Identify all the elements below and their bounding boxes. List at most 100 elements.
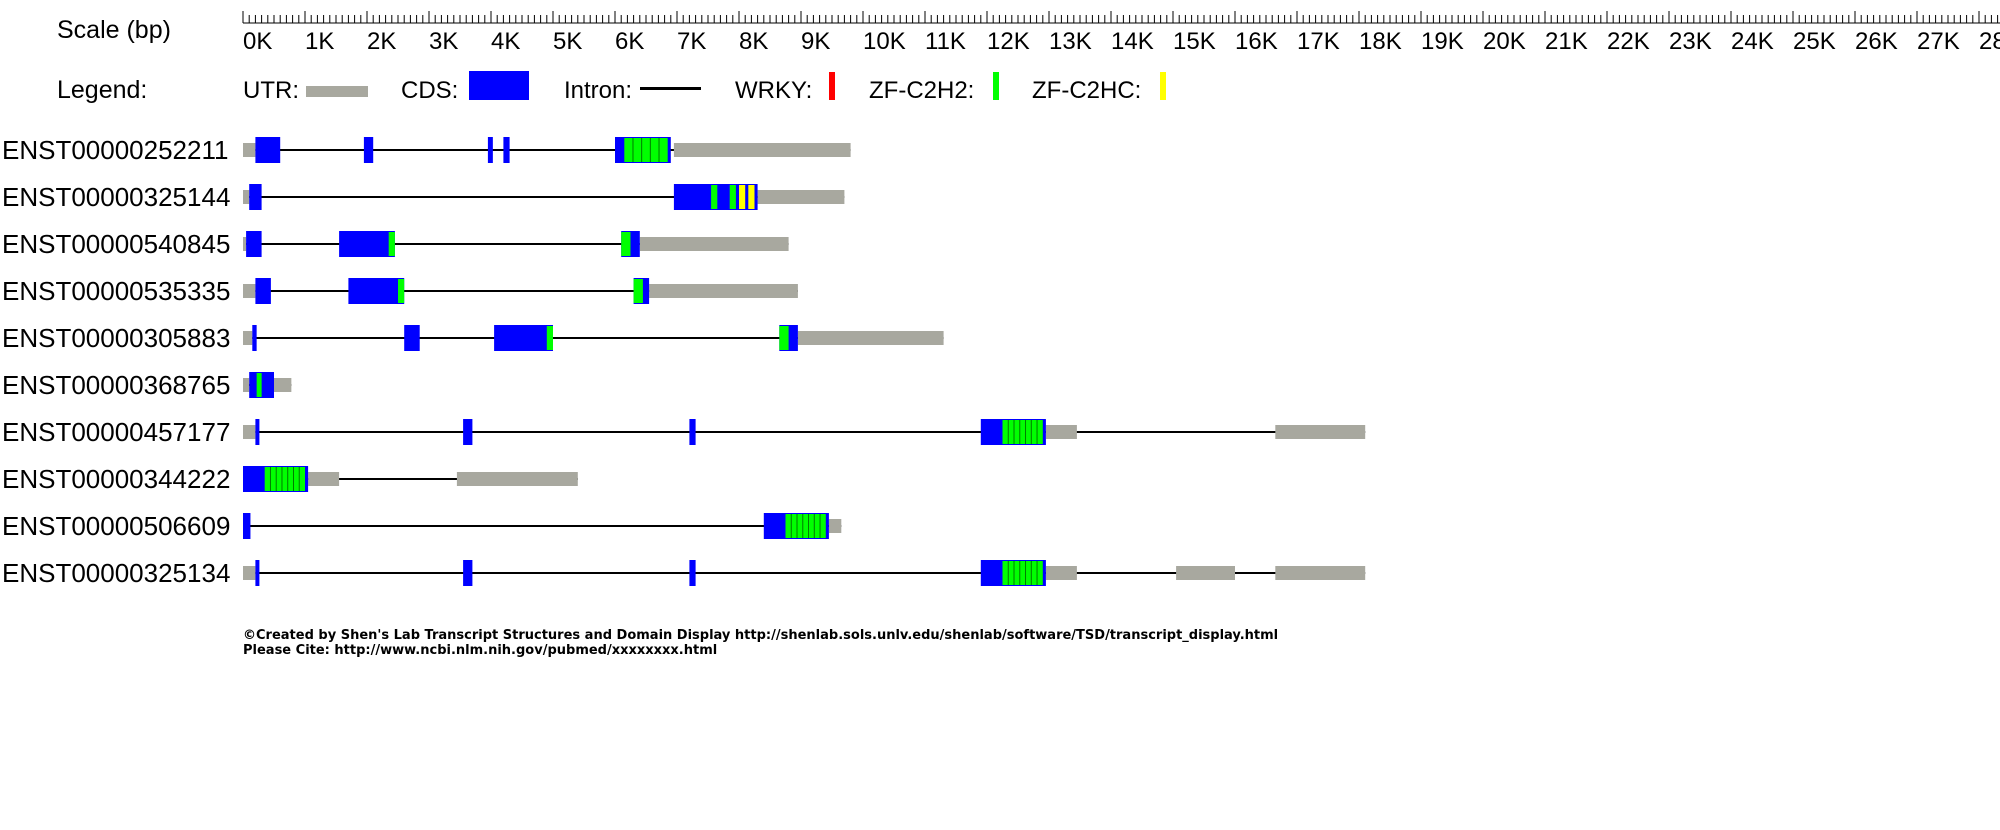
zf-c2h2-domain [729,185,736,209]
legend-zf-c2h2-swatch [993,72,999,100]
utr-block [243,425,256,439]
cds-block [463,419,473,445]
zf-c2h2-domain [621,232,631,256]
cds-block [255,278,271,304]
ruler-tick-label: 12K [987,28,1030,55]
legend-intron-label: Intron: [564,77,632,104]
ruler-tick-label: 27K [1917,28,1960,55]
utr-block [828,519,842,533]
ruler-tick-label: 23K [1669,28,1712,55]
cds-block [339,231,395,257]
ruler-tick-label: 26K [1855,28,1898,55]
transcript-id-label: ENST00000325144 [2,182,230,212]
utr-block [243,190,250,204]
utr-block [308,472,340,486]
utr-block [757,190,845,204]
ruler-tick-label: 5K [553,28,582,55]
utr-block [1275,425,1366,439]
scale-label: Scale (bp) [57,16,171,44]
ruler-tick-label: 8K [739,28,768,55]
transcript-id-label: ENST00000252211 [2,135,228,165]
utr-block [639,237,789,251]
utr-block [1176,566,1235,580]
ruler-tick-label: 2K [367,28,396,55]
legend-zf-c2hc-swatch [1160,72,1166,100]
ruler-tick-label: 9K [801,28,830,55]
transcript-row: ENST00000457177 [2,417,1366,447]
zf-c2h2-domain [624,138,668,162]
ruler-tick-label: 21K [1545,28,1588,55]
zf-c2h2-domain [388,232,395,256]
ruler-tick-label: 3K [429,28,458,55]
ruler-tick-label: 22K [1607,28,1650,55]
zf-c2h2-domain [264,467,305,491]
zf-c2h2-domain [398,279,405,303]
cds-block [363,137,374,163]
ruler-tick-label: 19K [1421,28,1464,55]
legend-cds-label: CDS: [401,77,458,104]
ruler-tick-label: 13K [1049,28,1092,55]
transcript-id-label: ENST00000535335 [2,276,230,306]
transcript-id-label: ENST00000325134 [2,558,230,588]
ruler-tick-label: 15K [1173,28,1216,55]
transcript-row: ENST00000368765 [2,370,292,400]
legend-zf-c2hc-label: ZF-C2HC: [1032,77,1141,104]
ruler-tick-label: 6K [615,28,644,55]
cds-block [494,325,553,351]
cds-block [404,325,420,351]
transcript-id-label: ENST00000344222 [2,464,230,494]
legend-utr-label: UTR: [243,77,299,104]
zf-c2hc-domain [748,185,755,209]
cds-block [255,137,281,163]
cds-block [487,137,493,163]
legend-label: Legend: [57,76,147,104]
zf-c2h2-domain [779,326,789,350]
transcript-row: ENST00000540845 [2,229,789,259]
zf-c2h2-domain [633,279,643,303]
ruler-tick-label: 4K [491,28,520,55]
ruler-tick-label: 28K [1979,28,2000,55]
zf-c2h2-domain [785,514,826,538]
ruler-tick-label: 25K [1793,28,1836,55]
utr-block [797,331,944,345]
utr-block [1045,425,1077,439]
transcript-row: ENST00000252211 [2,135,851,165]
utr-block [274,378,292,392]
utr-block [673,143,851,157]
transcript-row: ENST00000535335 [2,276,798,306]
cds-block [249,184,262,210]
cds-block [255,560,260,586]
utr-block [243,143,256,157]
ruler-tick-label: 17K [1297,28,1340,55]
transcript-id-label: ENST00000506609 [2,511,230,541]
legend-cds-swatch [469,71,529,100]
cds-block [503,137,510,163]
cds-block [689,560,696,586]
ruler-tick-label: 14K [1111,28,1154,55]
scale-ruler: 0K 1K 2K 3K 4K 5K 6K 7K 8K 9K 10K 11K 12K 13K 14K 15K 16… [242,11,2000,55]
ruler-tick-label: 20K [1483,28,1526,55]
cds-block [243,513,251,539]
transcript-row: ENST00000305883 [2,323,944,353]
ruler-tick-label: 11K [925,28,966,55]
cds-block [348,278,405,304]
utr-block [1275,566,1366,580]
transcript-id-label: ENST00000540845 [2,229,230,259]
utr-block [243,237,247,251]
ruler-tick-label: 16K [1235,28,1278,55]
zf-c2hc-domain [739,185,746,209]
ruler-tick-label: 0K [243,28,272,55]
cds-block [246,231,262,257]
footer-citation: Please Cite: http://www.ncbi.nlm.nih.gov… [243,643,717,658]
ruler-tick-label: 18K [1359,28,1402,55]
ruler-tick-label: 1K [305,28,334,55]
ruler-tick-label: 7K [677,28,706,55]
utr-block [243,378,250,392]
cds-block [252,325,257,351]
legend-wrky-swatch [829,72,835,100]
legend-utr-swatch [306,86,368,97]
utr-block [243,331,253,345]
zf-c2h2-domain [1002,420,1043,444]
utr-block [1045,566,1077,580]
ruler-tick-label: 10K [863,28,906,55]
